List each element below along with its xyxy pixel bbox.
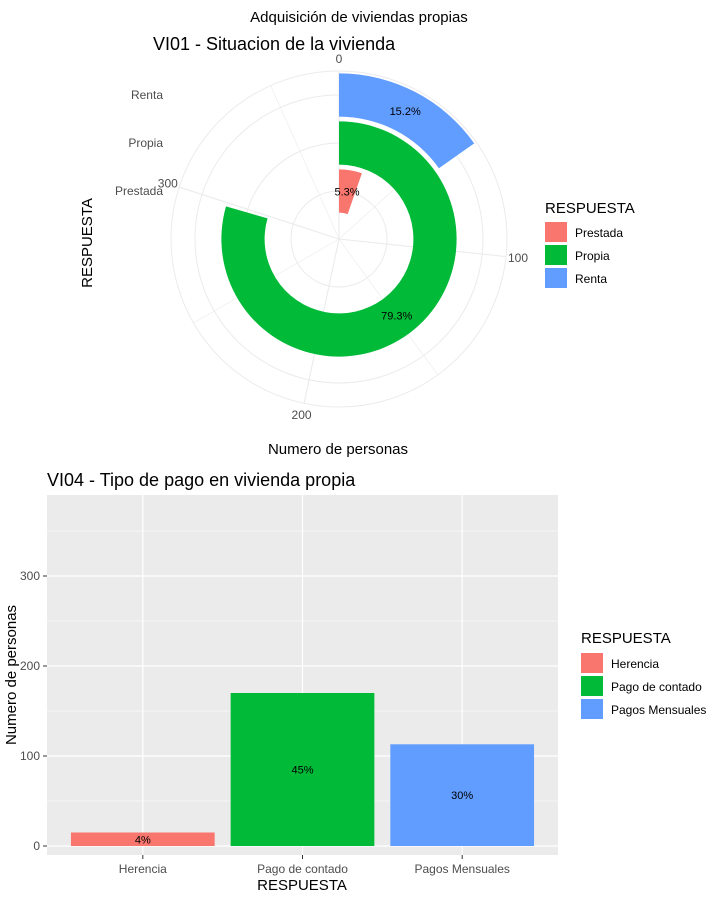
polar-data-labels: 5.3% 79.3% 15.2% (334, 106, 421, 323)
polar-outer-ring (170, 70, 508, 408)
bar-chart-title: VI04 - Tipo de pago en vivienda propia (47, 470, 356, 490)
bar-legend-swatch (581, 676, 603, 696)
bar-x-ticks: Herencia Pago de contado Pagos Mensuales (119, 855, 510, 876)
polar-spoke-gridline (179, 186, 340, 240)
polar-x-axis-title: Numero de personas (268, 441, 408, 458)
polar-category-labels: Prestada Propia Renta (115, 88, 163, 198)
bar-legend-label: Herencia (611, 657, 659, 671)
polar-category-label: Propia (128, 136, 163, 150)
bar-bars (70, 693, 535, 846)
bar-data-label: 45% (291, 765, 313, 777)
polar-legend-title: RESPUESTA (545, 200, 635, 217)
polar-data-label: 5.3% (334, 187, 359, 199)
polar-theta-tick-label: 300 (158, 176, 178, 190)
bar-herencia (70, 832, 215, 846)
polar-grid (167, 67, 511, 411)
polar-legend: RESPUESTA Prestada Propia Renta (545, 200, 635, 288)
polar-bars (221, 73, 475, 357)
bar-y-tick-label: 300 (20, 569, 40, 583)
polar-theta-tick-label: 0 (336, 52, 343, 66)
polar-y-axis-title: RESPUESTA (79, 198, 96, 288)
polar-legend-swatch (545, 222, 567, 242)
bar-pagos-mensuales (390, 744, 535, 846)
bar-x-axis-title: RESPUESTA (257, 877, 347, 894)
bar-data-label: 30% (451, 790, 473, 802)
figure-suptitle: Adquisición de viviendas propias (250, 9, 468, 26)
bar-legend: RESPUESTA Herencia Pago de contado Pagos M… (581, 630, 706, 719)
polar-legend-swatch (545, 245, 567, 265)
bar-y-tick-label: 100 (20, 749, 40, 763)
polar-chart-title: VI01 - Situacion de la vivienda (153, 34, 396, 54)
bar-pago-de-contado (230, 693, 375, 846)
bar-y-tick-label: 0 (33, 839, 40, 853)
bar-legend-label: Pagos Mensuales (611, 703, 706, 717)
polar-theta-ticks: 0 100 200 300 (158, 52, 529, 422)
polar-bar-renta (339, 73, 475, 169)
bar-legend-label: Pago de contado (611, 680, 702, 694)
bar-x-tick-label: Herencia (119, 862, 167, 876)
polar-legend-label: Prestada (575, 226, 623, 240)
bar-y-axis-title: Numero de personas (3, 605, 20, 745)
polar-theta-tick-label: 100 (508, 251, 528, 265)
bar-chart: VI04 - Tipo de pago en vivienda propia 4… (3, 470, 706, 894)
polar-legend-label: Propia (575, 249, 610, 263)
bar-x-tick-label: Pago de contado (257, 862, 348, 876)
polar-bar-prestada (339, 169, 362, 215)
bar-data-label: 4% (135, 834, 151, 846)
polar-data-label: 15.2% (390, 106, 421, 118)
polar-chart: VI01 - Situacion de la vivienda 0 100 200 3… (79, 34, 635, 458)
polar-category-label: Renta (131, 88, 163, 102)
polar-bar-propia (221, 121, 457, 357)
polar-spoke-gridline (270, 85, 340, 240)
polar-legend-swatch (545, 268, 567, 288)
polar-legend-label: Renta (575, 272, 607, 286)
polar-category-label: Prestada (115, 184, 163, 198)
bar-y-tick-label: 200 (20, 659, 40, 673)
bar-y-ticks: 0 100 200 300 (20, 569, 47, 853)
bar-legend-swatch (581, 699, 603, 719)
bar-legend-swatch (581, 653, 603, 673)
bar-x-tick-label: Pagos Mensuales (414, 862, 509, 876)
polar-data-label: 79.3% (381, 311, 412, 323)
bar-legend-title: RESPUESTA (581, 630, 671, 647)
polar-theta-tick-label: 200 (292, 408, 312, 422)
bar-data-labels: 4% 45% 30% (135, 765, 474, 847)
